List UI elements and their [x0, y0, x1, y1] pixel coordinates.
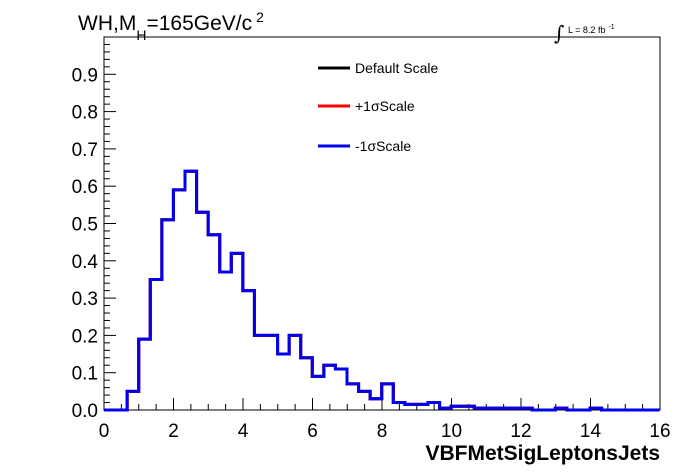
legend-label: -1σScale: [355, 138, 411, 154]
legend: Default Scale +1σScale -1σScale: [318, 60, 438, 154]
y-tick-label: 0.8: [72, 103, 98, 124]
lumi-label: L = 8.2 fb -1: [568, 24, 615, 35]
y-tick-label: 0.0: [72, 401, 98, 422]
series-group: [104, 169, 660, 412]
y-axis: 0.0 0.1 0.2 0.3 0.4 0.5 0.6 0.7 0.8 0.9: [72, 43, 116, 422]
x-axis-label: VBFMetSigLeptonsJets: [425, 442, 660, 465]
y-tick-label: 0.6: [72, 177, 98, 198]
series-line-2: [104, 169, 660, 412]
title-main: WH,M: [78, 12, 136, 35]
x-tick-label: 0: [99, 421, 110, 442]
x-tick-label: 4: [238, 421, 249, 442]
series-line-3: [104, 169, 660, 412]
lumi-sup: -1: [608, 24, 614, 31]
x-tick-label: 2: [168, 421, 179, 442]
x-tick-label: 14: [580, 421, 602, 442]
y-tick-label: 0.4: [72, 252, 99, 273]
plot-frame: [103, 36, 661, 411]
x-tick-label: 6: [307, 421, 318, 442]
y-tick-label: 0.3: [72, 289, 98, 310]
x-tick-label: 8: [377, 421, 388, 442]
y-tick-label: 0.9: [72, 65, 98, 86]
legend-label: +1σScale: [355, 98, 415, 114]
x-tick-label: 12: [510, 421, 531, 442]
x-tick-label: 10: [441, 421, 462, 442]
legend-label: Default Scale: [355, 60, 438, 76]
lumi-integral: ∫: [554, 21, 564, 45]
x-axis: 0 2 4 6 8 10 12 14 16: [99, 398, 671, 442]
series-line-1: [104, 169, 660, 412]
y-tick-label: 0.2: [72, 326, 98, 347]
y-tick-label: 0.7: [72, 140, 98, 161]
title-sub: H: [136, 27, 146, 43]
chart-title: WH,MH=165GeV/c 2: [78, 9, 264, 43]
title-rest: =165GeV/c: [146, 12, 252, 35]
x-tick-label: 16: [649, 421, 670, 442]
title-sup: 2: [256, 9, 264, 25]
y-tick-label: 0.1: [72, 364, 98, 385]
y-tick-label: 0.5: [72, 215, 98, 236]
